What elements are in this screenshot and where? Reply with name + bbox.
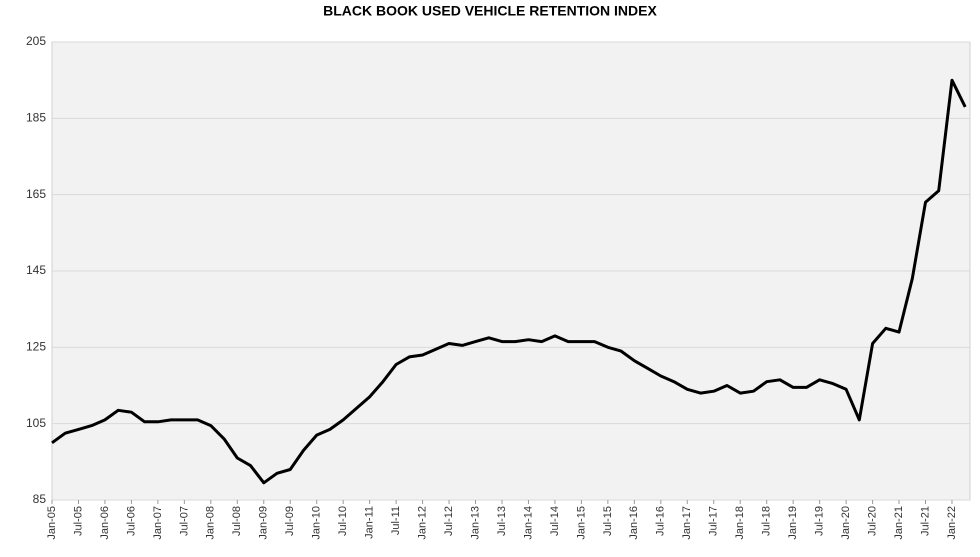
x-tick-label: Jul-13 [496, 506, 508, 536]
x-tick-label: Jan-13 [469, 506, 481, 540]
x-tick-label: Jan-20 [840, 506, 852, 540]
x-tick-label: Jan-14 [522, 506, 534, 540]
x-tick-label: Jul-09 [284, 506, 296, 536]
series-line [51, 78, 967, 485]
x-tick-label: Jul-10 [337, 506, 349, 536]
x-tick-label: Jul-19 [814, 506, 826, 536]
x-tick-label: Jan-05 [46, 506, 58, 540]
x-tick-label: Jul-07 [178, 506, 190, 536]
y-tick-label: 145 [26, 263, 46, 277]
x-tick-label: Jul-15 [602, 506, 614, 536]
x-tick-label: Jan-17 [681, 506, 693, 540]
x-tick-label: Jul-08 [231, 506, 243, 536]
y-tick-label: 205 [26, 34, 46, 48]
y-tick-label: 125 [26, 340, 46, 354]
x-tick-label: Jul-12 [443, 506, 455, 536]
x-tick-label: Jan-10 [311, 506, 323, 540]
x-tick-label: Jan-12 [416, 506, 428, 540]
x-tick-label: Jan-07 [152, 506, 164, 540]
x-tick-label: Jul-21 [919, 506, 931, 536]
x-tick-label: Jan-22 [946, 506, 958, 540]
y-tick-label: 185 [26, 111, 46, 125]
x-tick-label: Jul-17 [708, 506, 720, 536]
x-tick-label: Jan-16 [628, 506, 640, 540]
x-tick-label: Jan-15 [575, 506, 587, 540]
x-tick-label: Jan-06 [99, 506, 111, 540]
x-tick-label: Jan-19 [787, 506, 799, 540]
x-tick-label: Jul-05 [72, 506, 84, 536]
x-tick-label: Jul-16 [655, 506, 667, 536]
y-tick-label: 165 [26, 187, 46, 201]
y-tick-label: 105 [26, 416, 46, 430]
y-tick-label: 85 [33, 492, 47, 506]
x-tick-label: Jan-11 [364, 506, 376, 539]
x-tick-label: Jul-11 [390, 506, 402, 535]
x-tick-label: Jul-20 [866, 506, 878, 536]
x-tick-label: Jul-06 [125, 506, 137, 536]
x-tick-label: Jan-18 [734, 506, 746, 540]
x-tick-label: Jan-21 [893, 506, 905, 540]
x-tick-label: Jul-14 [549, 506, 561, 536]
chart-title: BLACK BOOK USED VEHICLE RETENTION INDEX [323, 3, 657, 19]
x-tick-label: Jul-18 [761, 506, 773, 536]
x-tick-label: Jan-08 [205, 506, 217, 540]
x-tick-label: Jan-09 [258, 506, 270, 540]
